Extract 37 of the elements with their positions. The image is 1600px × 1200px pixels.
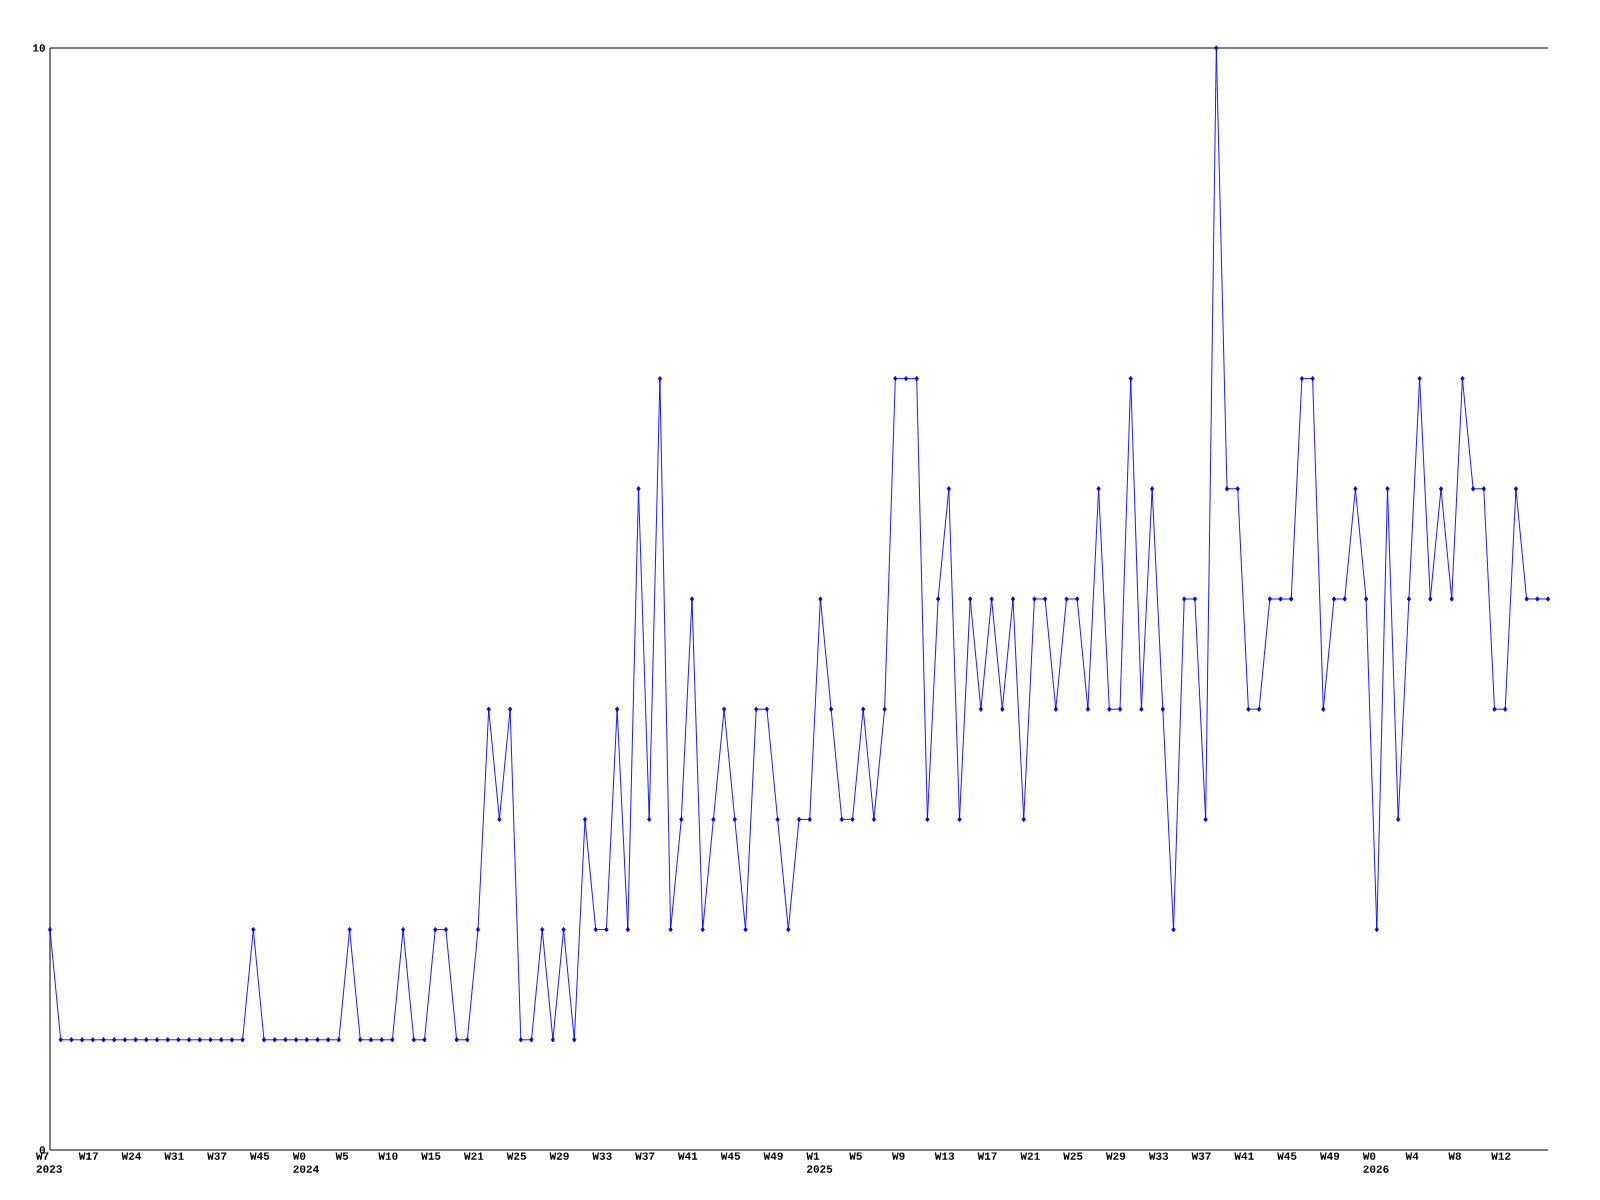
x-tick-label: W49 (1320, 1152, 1340, 1160)
y-tick-label: 0 (39, 1146, 45, 1154)
y-tick-label: 10 (33, 44, 45, 52)
x-tick-label: W5 (335, 1152, 349, 1160)
x-tick-label: W29 (1106, 1152, 1126, 1160)
x-tick-label: W45 (720, 1152, 741, 1160)
x-tick-label: W10 (378, 1152, 398, 1160)
x-tick-label: W0 2026 (1362, 1152, 1389, 1173)
x-tick-label: W49 (763, 1152, 783, 1160)
x-tick-label: W45 (250, 1152, 270, 1160)
x-tick-label: W4 (1405, 1152, 1419, 1160)
x-tick-label: W15 (421, 1152, 441, 1160)
x-tick-label: W17 (977, 1152, 997, 1160)
x-tick-label: W5 (849, 1152, 862, 1160)
x-tick-label: W37 (207, 1152, 227, 1160)
x-tick-label: W21 (464, 1152, 484, 1160)
x-tick-label: W17 (78, 1152, 98, 1160)
x-tick-label: W37 (1191, 1152, 1211, 1160)
x-tick-label: W24 (121, 1152, 142, 1160)
x-tick-label: W29 (549, 1152, 569, 1160)
x-tick-label: W41 (1234, 1152, 1254, 1160)
x-tick-label: W33 (592, 1152, 612, 1160)
x-tick-label: W31 (164, 1152, 184, 1160)
x-tick-label: W13 (934, 1152, 955, 1160)
x-tick-label: W0 2024 (292, 1152, 319, 1173)
x-tick-label: W21 (1020, 1152, 1040, 1160)
x-tick-label: W7 2023 (36, 1152, 62, 1173)
x-tick-label: W33 (1148, 1152, 1169, 1160)
x-tick-label: W8 (1448, 1152, 1462, 1160)
x-tick-label: W41 (678, 1152, 698, 1160)
x-tick-label: W12 (1491, 1152, 1511, 1160)
x-tick-label: W25 (1063, 1152, 1083, 1160)
x-tick-label: W1 2025 (806, 1152, 833, 1173)
x-tick-label: W9 (892, 1152, 905, 1160)
x-tick-label: W37 (635, 1152, 655, 1160)
x-tick-label: W45 (1277, 1152, 1297, 1160)
x-tick-label: W25 (506, 1152, 527, 1160)
